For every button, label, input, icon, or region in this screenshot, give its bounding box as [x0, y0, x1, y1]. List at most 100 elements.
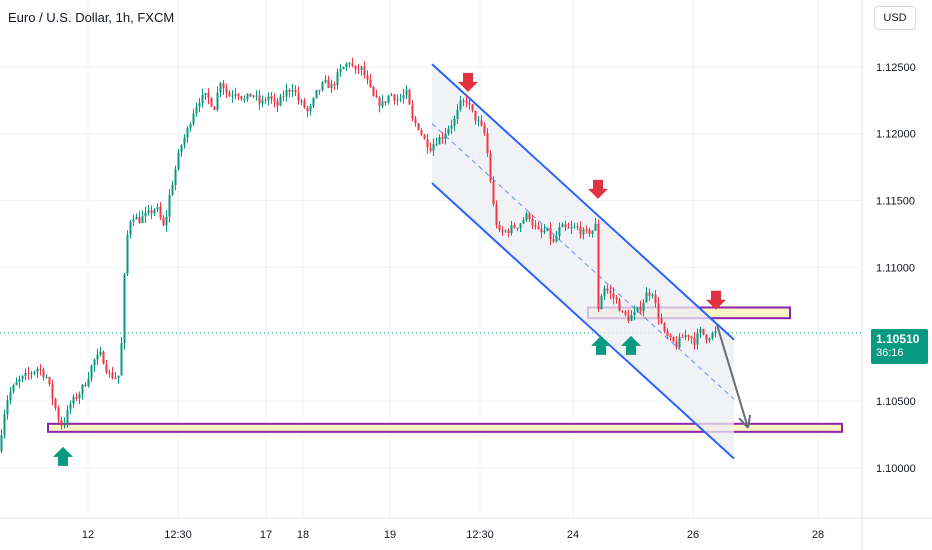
candle-body	[285, 89, 288, 97]
candle-body	[621, 311, 624, 313]
candle-body	[396, 99, 399, 101]
candle-body	[63, 423, 66, 426]
candle-body	[255, 95, 258, 97]
candle-body	[429, 147, 432, 151]
candle-body	[603, 288, 606, 296]
candle-body	[438, 137, 441, 145]
candle-body	[633, 311, 636, 316]
buy-signal-arrow-icon	[53, 446, 73, 466]
candle-body	[117, 375, 120, 379]
candle-body	[375, 95, 378, 98]
candle-body	[705, 334, 708, 341]
channel-upper-line	[431, 63, 735, 341]
candle-body	[138, 216, 141, 224]
candle-body	[36, 368, 39, 372]
candle-body	[360, 66, 363, 70]
candle-body	[564, 224, 567, 228]
candle-body	[300, 100, 303, 102]
candle-body	[666, 331, 669, 336]
candle-body	[609, 290, 612, 294]
candle-body	[261, 99, 264, 104]
candle-body	[339, 69, 342, 73]
currency-button[interactable]: USD	[874, 6, 916, 30]
price-tick-label: 1.09500	[876, 0, 916, 3]
candle-body	[501, 230, 504, 232]
time-tick-label: 26	[687, 529, 699, 541]
candle-body	[663, 323, 666, 332]
candle-body	[480, 120, 483, 126]
candle-body	[312, 98, 315, 107]
candle-body	[258, 95, 261, 104]
candles	[0, 57, 717, 454]
candle-body	[351, 63, 354, 66]
candle-body	[240, 96, 243, 100]
candle-body	[474, 110, 477, 121]
candle-body	[309, 106, 312, 112]
buy-signal-arrow-icon	[621, 335, 641, 355]
candle-body	[60, 420, 63, 426]
candle-body	[450, 125, 453, 129]
candle-body	[606, 288, 609, 291]
candle-body	[72, 396, 75, 404]
candle-body	[303, 100, 306, 108]
candle-body	[543, 230, 546, 233]
time-tick-label: 12:30	[164, 529, 192, 541]
candle-body	[294, 90, 297, 93]
time-tick-label: 18	[297, 529, 309, 541]
candle-body	[537, 226, 540, 229]
candle-body	[27, 372, 30, 374]
chart-title: Euro / U.S. Dollar, 1h, FXCM	[8, 10, 175, 25]
time-tick-label: 12	[82, 529, 94, 541]
candle-body	[384, 101, 387, 103]
candle-body	[156, 206, 159, 210]
candle-body	[369, 79, 372, 87]
candle-body	[390, 94, 393, 96]
candle-body	[18, 378, 21, 383]
candle-body	[444, 133, 447, 139]
candle-body	[702, 328, 705, 335]
candle-body	[630, 315, 633, 322]
candle-body	[552, 239, 555, 242]
time-tick-label: 28	[812, 529, 824, 541]
candle-body	[408, 89, 411, 105]
candle-body	[201, 94, 204, 104]
candle-body	[120, 343, 123, 376]
price-tick-label: 1.12000	[876, 129, 916, 141]
candle-body	[642, 302, 645, 312]
candle-body	[333, 83, 336, 86]
current-price-label: 1.10510	[876, 332, 920, 346]
candle-body	[225, 88, 228, 93]
candle-body	[381, 101, 384, 107]
candle-body	[486, 133, 489, 154]
candle-body	[90, 365, 93, 379]
candle-body	[447, 128, 450, 134]
candle-body	[288, 89, 291, 92]
candle-body	[684, 335, 687, 338]
candle-body	[174, 169, 177, 186]
price-tick-label: 1.11000	[876, 262, 915, 274]
candle-body	[411, 104, 414, 119]
candle-body	[594, 223, 597, 231]
price-axis[interactable]: 1.12500 1.12000 1.11500 1.11000 1.10500 1.100…	[861, 0, 916, 550]
candle-body	[678, 336, 681, 348]
time-axis[interactable]: 12 12:30 17 18 19 12:30 24 26 28	[0, 517, 932, 541]
candle-body	[213, 106, 216, 111]
candle-body	[195, 106, 198, 114]
candle-body	[159, 206, 162, 218]
candle-body	[423, 134, 426, 140]
candle-body	[192, 113, 195, 125]
candle-body	[456, 109, 459, 119]
candle-body	[252, 95, 255, 97]
candle-body	[102, 351, 105, 364]
candle-body	[357, 69, 360, 71]
candle-body	[708, 338, 711, 341]
candle-body	[246, 93, 249, 100]
candle-body	[366, 75, 369, 80]
candle-body	[267, 96, 270, 101]
candle-body	[675, 341, 678, 348]
candle-body	[93, 359, 96, 366]
candle-body	[66, 409, 69, 424]
candle-body	[99, 351, 102, 355]
candle-body	[105, 363, 108, 373]
